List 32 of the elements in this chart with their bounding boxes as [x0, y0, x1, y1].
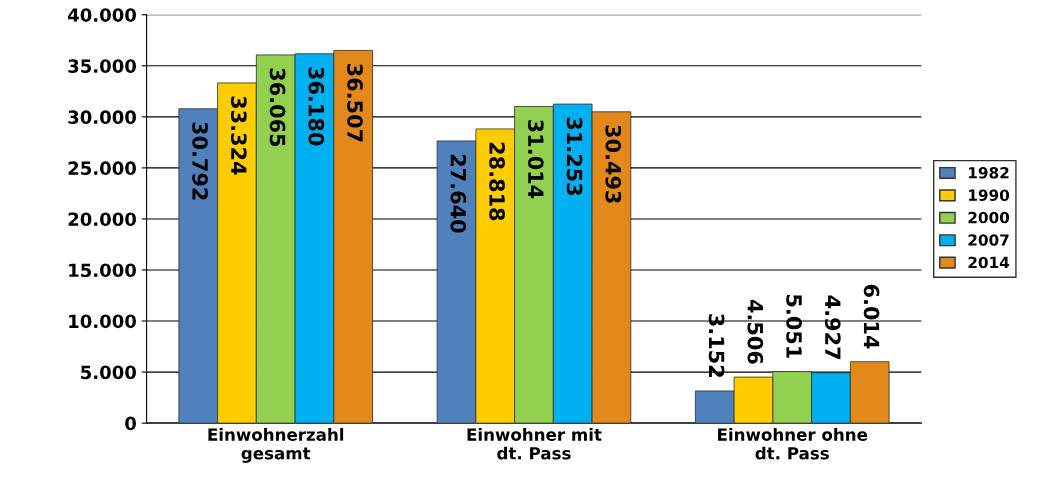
data-label: 31.253 [566, 117, 583, 196]
data-label: 33.324 [230, 96, 247, 175]
data-label: 27.640 [450, 154, 467, 233]
y-tick-label: 10.000 [69, 314, 136, 329]
x-tick-label: Einwohner mit dt. Pass [467, 427, 602, 460]
y-tick-label: 15.000 [69, 263, 136, 278]
data-label: 4.927 [824, 295, 841, 359]
legend-label: 2014 [968, 256, 1010, 269]
x-tick-label: Einwohnerzahl gesamt [208, 427, 344, 463]
data-label: 4.506 [747, 299, 764, 364]
data-label: 36.065 [269, 68, 286, 147]
y-tick-label: 20.000 [68, 212, 136, 227]
y-tick-label: 0 [125, 416, 136, 431]
x-tick-label: Einwohner ohne dt. Pass [718, 427, 868, 460]
data-label: 31.014 [527, 120, 544, 199]
y-tick-label: 25.000 [68, 161, 136, 176]
data-label: 30.792 [192, 122, 208, 200]
legend-label: 1982 [969, 166, 1009, 179]
y-tick-label: 40.000 [68, 8, 136, 22]
legend-label: 2007 [968, 234, 1009, 246]
data-label: 28.818 [489, 142, 505, 221]
data-label: 5.051 [786, 295, 802, 358]
legend-label: 2000 [968, 211, 1010, 224]
y-tick-label: 35.000 [68, 59, 136, 73]
y-tick-label: 5.000 [81, 365, 136, 380]
data-label: 36.180 [308, 67, 325, 146]
data-label: 30.493 [605, 125, 622, 203]
legend-label: 1990 [969, 189, 1010, 201]
data-label: 6.014 [863, 284, 880, 349]
y-tick-label: 30.000 [68, 110, 136, 124]
data-label: 36.507 [347, 64, 363, 142]
data-label: 3.152 [708, 314, 725, 377]
